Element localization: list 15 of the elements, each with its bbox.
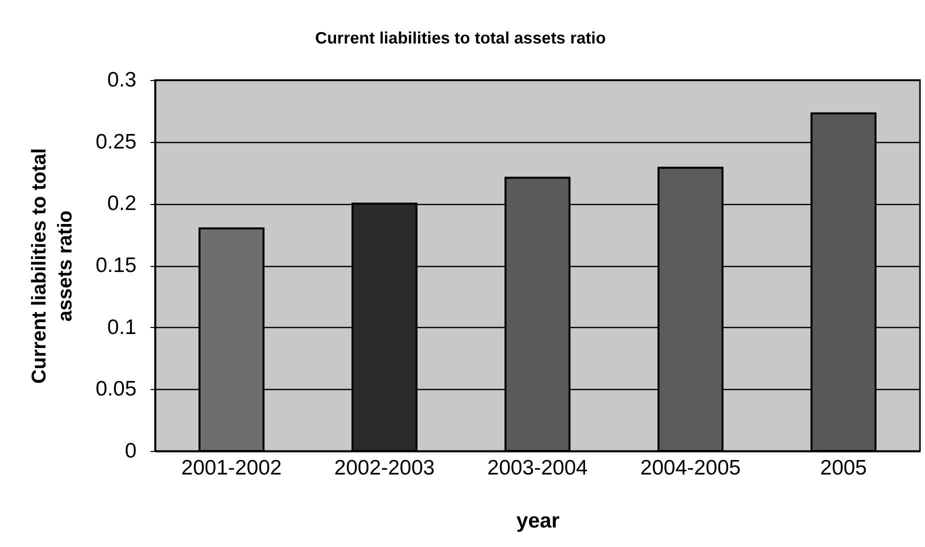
y-tick-label: 0.15 <box>96 254 136 277</box>
x-tick-label: 2004-2005 <box>640 456 741 480</box>
y-axis-title: Current liabilities to total assets ratio <box>28 148 77 384</box>
y-tick-label: 0.3 <box>107 68 136 92</box>
y-tick-label: 0.25 <box>96 130 136 154</box>
x-axis-title: year <box>516 510 560 532</box>
x-tick-label: 2003-2004 <box>487 456 588 480</box>
y-tick-label: 0 <box>124 440 136 462</box>
chart-title: Current liabilities to total assets ratio <box>315 30 606 48</box>
x-tick-label: 2005 <box>820 456 867 480</box>
x-tick-label: 2001-2002 <box>181 456 282 480</box>
y-tick-label: 0.05 <box>96 378 136 401</box>
y-tick-label: 0.1 <box>107 316 136 339</box>
y-tick-label: 0.2 <box>107 192 136 216</box>
x-tick-label: 2002-2003 <box>334 456 435 480</box>
